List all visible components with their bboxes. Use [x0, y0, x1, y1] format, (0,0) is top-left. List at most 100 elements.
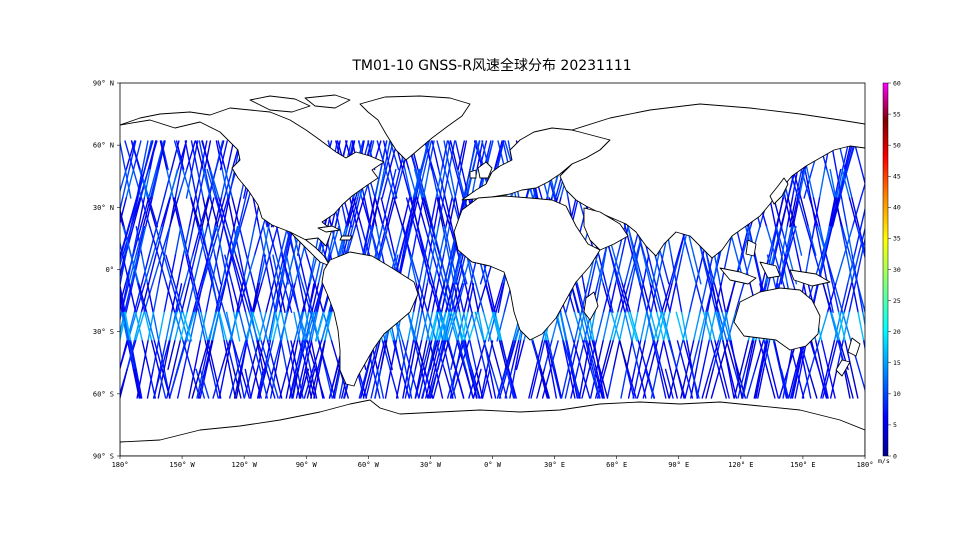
wind-track-segment — [301, 283, 311, 313]
wind-track-segment — [257, 340, 267, 371]
wind-track-segment — [82, 341, 89, 370]
wind-track-segment — [374, 197, 385, 228]
wind-track-segment — [830, 311, 841, 342]
wind-track-segment — [68, 198, 73, 227]
wind-track-segment — [192, 254, 202, 285]
wind-track-segment — [153, 340, 163, 371]
colorbar-tick-label: 10 — [893, 390, 901, 398]
wind-track-segment — [76, 312, 84, 341]
colorbar-tick-label: 0 — [893, 452, 897, 460]
wind-track-segment — [905, 255, 912, 284]
wind-track-segment — [441, 140, 449, 171]
wind-track-segment — [304, 283, 313, 313]
wind-track-segment — [249, 368, 259, 399]
wind-track-segment — [137, 225, 146, 256]
wind-track-segment — [850, 254, 860, 285]
wind-track-segment — [479, 140, 488, 171]
wind-track-segment — [312, 340, 323, 371]
wind-track-segment — [308, 283, 316, 313]
wind-track-segment — [128, 140, 137, 171]
wind-track-segment — [244, 368, 252, 399]
wind-track-segment — [926, 341, 933, 370]
wind-track-segment — [110, 198, 118, 227]
wind-track-segment — [690, 368, 700, 399]
wind-track-segment — [926, 312, 933, 341]
wind-track-segment — [530, 368, 539, 399]
wind-track-segment — [108, 170, 116, 199]
wind-track-segment — [360, 368, 369, 399]
wind-track-segment — [223, 254, 234, 285]
wind-track-segment — [54, 227, 61, 256]
wind-track-segment — [754, 254, 763, 285]
wind-track-segment — [68, 255, 75, 284]
wind-track-segment — [145, 311, 156, 342]
wind-track-segment — [564, 311, 575, 342]
wind-track-segment — [830, 368, 838, 399]
wind-track-segment — [432, 168, 443, 199]
wind-track-segment — [624, 254, 633, 285]
arctic-islands — [249, 94, 351, 113]
wind-track-segment — [911, 284, 917, 313]
wind-track-segment — [422, 311, 431, 342]
lon-tick-label: 30° E — [544, 461, 565, 469]
wind-track-segment — [308, 311, 317, 342]
lat-tick-label: 60° S — [93, 390, 114, 398]
wind-track-segment — [423, 140, 432, 171]
wind-track-segment — [584, 340, 594, 371]
wind-track-segment — [383, 140, 391, 171]
wind-track-segment — [110, 170, 117, 199]
wind-track-segment — [710, 340, 720, 371]
wind-track-segment — [494, 140, 505, 171]
wind-track-segment — [457, 254, 466, 285]
wind-track-segment — [669, 254, 679, 285]
wind-track-segment — [146, 368, 154, 399]
wind-track-segment — [876, 227, 883, 256]
wind-track-segment — [413, 168, 421, 199]
wind-track-segment — [451, 368, 462, 399]
wind-track-segment — [211, 311, 220, 342]
wind-track-segment — [416, 225, 425, 256]
wind-track-segment — [177, 168, 188, 199]
wind-track-segment — [198, 311, 207, 342]
wind-track-segment — [454, 140, 463, 171]
wind-track-segment — [461, 311, 469, 342]
wind-track-segment — [89, 341, 98, 370]
wind-track-segment — [132, 197, 142, 228]
wind-track-segment — [36, 369, 41, 398]
wind-track-segment — [103, 312, 111, 341]
wind-track-segment — [428, 368, 439, 399]
wind-track-segment — [243, 283, 254, 313]
wind-track-segment — [124, 140, 135, 171]
lon-tick-label: 150° W — [169, 461, 195, 469]
wind-track-segment — [279, 254, 287, 285]
wind-track-segment — [872, 284, 879, 313]
lon-tick-label: 150° E — [790, 461, 815, 469]
wind-track-segment — [339, 368, 349, 399]
wind-track-segment — [111, 284, 119, 313]
wind-track-segment — [597, 254, 606, 285]
wind-track-segment — [128, 340, 137, 371]
wind-track-segment — [174, 168, 182, 199]
wind-track-segment — [906, 341, 914, 370]
coastlines — [120, 94, 865, 456]
wind-track-segment — [596, 340, 604, 371]
wind-track-segment — [766, 368, 776, 399]
wind-track-segment — [200, 254, 210, 285]
wind-track-segment — [96, 312, 104, 341]
wind-track-segment — [148, 197, 159, 228]
wind-track-segment — [892, 198, 898, 227]
wind-track-segment — [917, 312, 923, 341]
wind-track-segment — [465, 368, 474, 399]
wind-track-segment — [295, 368, 304, 399]
wind-track-segment — [216, 225, 225, 256]
wind-track-segment — [161, 368, 171, 399]
wind-track-segment — [237, 368, 245, 399]
colorbar-tick-label: 5 — [893, 421, 897, 429]
wind-track-segment — [937, 341, 942, 370]
wind-track-segment — [927, 341, 934, 370]
lon-tick-label: 60° E — [606, 461, 627, 469]
wind-track-segment — [235, 368, 243, 399]
wind-track-segment — [900, 198, 906, 227]
wind-track-segment — [424, 225, 432, 256]
longitude-axis: 180° 150° W 120° W 90° W 60° W 30° W 0° W 30° E… — [112, 456, 873, 469]
